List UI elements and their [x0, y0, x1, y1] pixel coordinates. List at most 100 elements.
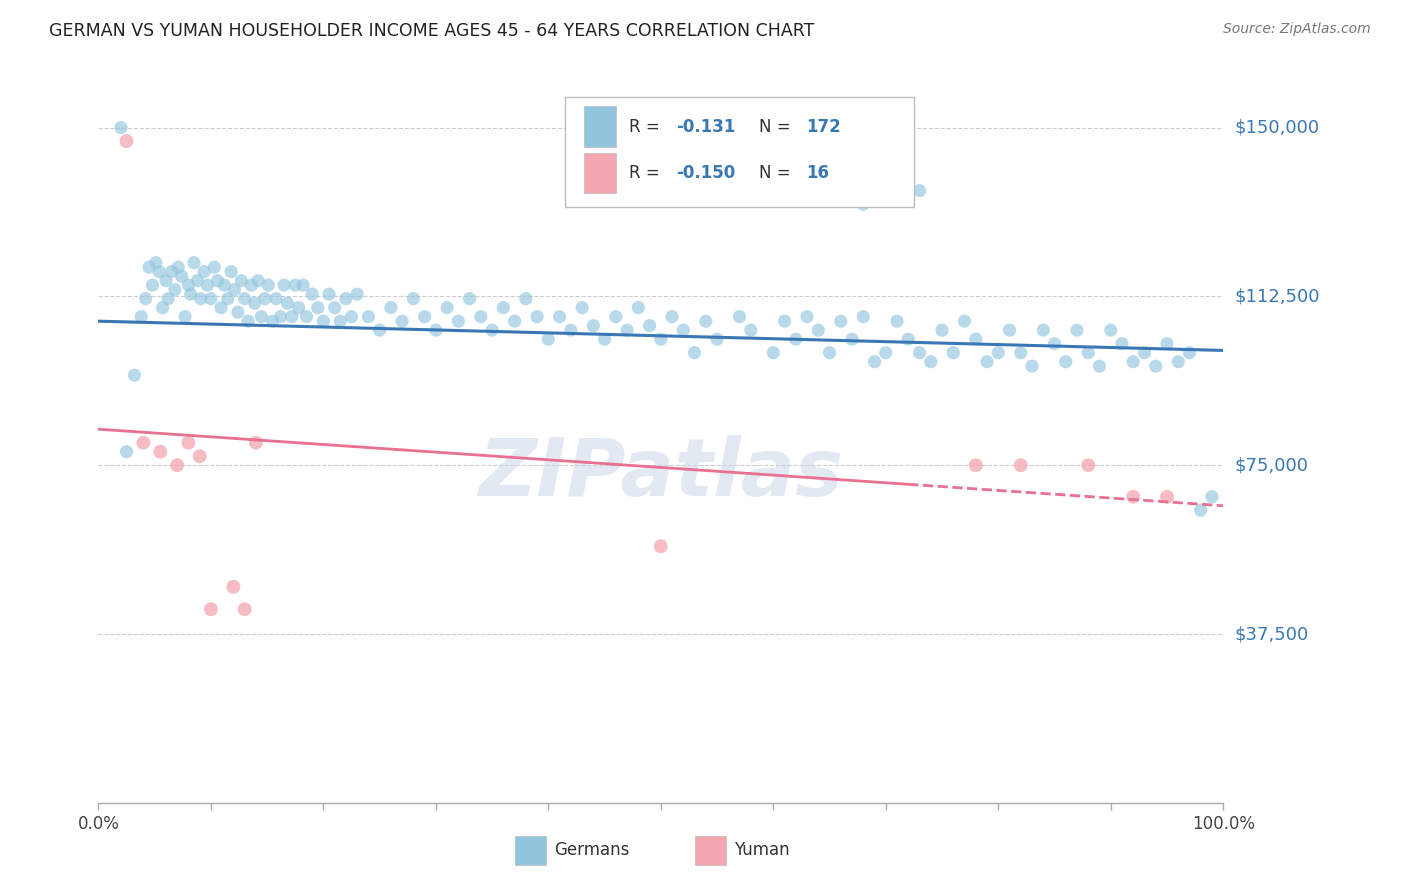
Point: [152, 301, 174, 315]
Point: [287, 301, 309, 315]
Point: [1144, 359, 1167, 374]
Point: [818, 345, 841, 359]
Point: [458, 292, 481, 306]
Point: [965, 458, 987, 473]
Point: [897, 175, 920, 189]
Text: ZIPatlas: ZIPatlas: [478, 434, 844, 513]
Point: [1032, 323, 1054, 337]
Point: [253, 292, 276, 306]
Text: GERMAN VS YUMAN HOUSEHOLDER INCOME AGES 45 - 64 YEARS CORRELATION CHART: GERMAN VS YUMAN HOUSEHOLDER INCOME AGES …: [49, 22, 814, 40]
Point: [188, 449, 211, 463]
Point: [301, 287, 323, 301]
Point: [391, 314, 413, 328]
Point: [830, 314, 852, 328]
Point: [307, 301, 329, 315]
Point: [180, 287, 202, 301]
Point: [616, 323, 638, 337]
Point: [340, 310, 363, 324]
Point: [163, 283, 186, 297]
Bar: [585, 106, 616, 146]
FancyBboxPatch shape: [565, 97, 914, 207]
Point: [1156, 336, 1178, 351]
Point: [1077, 345, 1099, 359]
Point: [818, 188, 841, 202]
Point: [1122, 354, 1144, 368]
Point: [785, 332, 807, 346]
Point: [124, 368, 146, 383]
Point: [224, 283, 246, 297]
Point: [402, 292, 425, 306]
Text: $75,000: $75,000: [1234, 456, 1309, 475]
Point: [526, 310, 548, 324]
Point: [920, 354, 942, 368]
Point: [346, 287, 368, 301]
Point: [145, 255, 167, 269]
Point: [166, 458, 188, 473]
Point: [115, 134, 138, 148]
Text: $112,500: $112,500: [1234, 287, 1320, 305]
Point: [965, 332, 987, 346]
Point: [157, 292, 180, 306]
Point: [236, 314, 259, 328]
Text: 16: 16: [806, 163, 830, 182]
Point: [1021, 359, 1043, 374]
Point: [292, 278, 315, 293]
Point: [148, 265, 170, 279]
Point: [357, 310, 380, 324]
Text: Germans: Germans: [554, 841, 630, 859]
Point: [807, 323, 830, 337]
Point: [138, 260, 160, 275]
Point: [295, 310, 318, 324]
Text: N =: N =: [759, 118, 796, 136]
Point: [537, 332, 560, 346]
Point: [1054, 354, 1077, 368]
Point: [209, 301, 232, 315]
Point: [318, 287, 340, 301]
Point: [650, 539, 672, 553]
Point: [257, 278, 280, 293]
Point: [875, 345, 897, 359]
Point: [503, 314, 526, 328]
Point: [841, 332, 863, 346]
Bar: [515, 836, 546, 865]
Point: [262, 314, 284, 328]
Point: [1010, 458, 1032, 473]
Point: [492, 301, 515, 315]
Point: [284, 278, 307, 293]
Point: [323, 301, 346, 315]
Point: [214, 278, 236, 293]
Point: [233, 602, 256, 616]
Point: [160, 265, 183, 279]
Point: [217, 292, 239, 306]
Point: [605, 310, 627, 324]
Point: [155, 274, 177, 288]
Point: [897, 332, 920, 346]
Point: [1167, 354, 1189, 368]
Point: [243, 296, 266, 310]
Point: [886, 314, 908, 328]
Point: [183, 255, 205, 269]
Text: -0.131: -0.131: [676, 118, 735, 136]
Point: [1077, 458, 1099, 473]
Point: [908, 184, 931, 198]
Point: [177, 435, 200, 450]
Point: [672, 323, 695, 337]
Point: [270, 310, 292, 324]
Text: Yuman: Yuman: [734, 841, 790, 859]
Point: [233, 292, 256, 306]
Point: [796, 310, 818, 324]
Point: [560, 323, 582, 337]
Bar: [695, 836, 725, 865]
Point: [1122, 490, 1144, 504]
Text: 172: 172: [806, 118, 841, 136]
Point: [281, 310, 304, 324]
Point: [129, 310, 152, 324]
Text: -0.150: -0.150: [676, 163, 735, 182]
Point: [470, 310, 492, 324]
Point: [740, 323, 762, 337]
Point: [240, 278, 263, 293]
Point: [908, 345, 931, 359]
Point: [1111, 336, 1133, 351]
Point: [197, 278, 219, 293]
Point: [207, 274, 229, 288]
